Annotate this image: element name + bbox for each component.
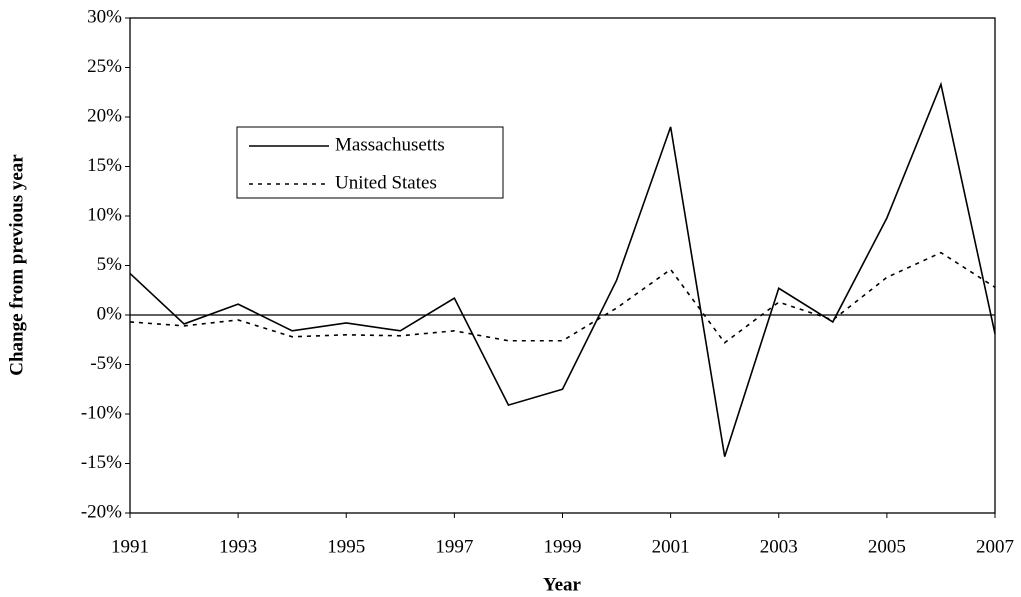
- y-tick-label: 30%: [87, 6, 122, 27]
- y-tick-label: 0%: [97, 303, 123, 324]
- legend-label: Massachusetts: [335, 134, 445, 155]
- x-tick-label: 1991: [111, 536, 149, 557]
- x-tick-label: 1999: [544, 536, 582, 557]
- legend-label: United States: [335, 172, 437, 193]
- x-tick-label: 2007: [976, 536, 1014, 557]
- y-tick-label: 25%: [87, 56, 122, 77]
- plot-frame: [129, 17, 996, 514]
- x-tick-label: 1995: [327, 536, 365, 557]
- x-tick-label: 1993: [219, 536, 257, 557]
- y-tick-label: -20%: [81, 501, 122, 522]
- x-tick-label: 2001: [652, 536, 690, 557]
- legend-box: [236, 126, 504, 199]
- x-tick-label: 2003: [760, 536, 798, 557]
- y-axis-label: Change from previous year: [6, 154, 27, 376]
- y-tick-label: 20%: [87, 105, 122, 126]
- y-tick-label: -10%: [81, 402, 122, 423]
- y-tick-label: 10%: [87, 204, 122, 225]
- x-tick-label: 1997: [435, 536, 473, 557]
- y-tick-label: -15%: [81, 452, 122, 473]
- series-line: [129, 251, 996, 344]
- y-tick-label: 5%: [97, 254, 123, 275]
- y-tick-label: -5%: [90, 353, 122, 374]
- y-tick-label: 15%: [87, 155, 122, 176]
- series-line: [129, 81, 996, 457]
- x-axis-label: Year: [543, 574, 582, 595]
- x-tick-label: 2005: [868, 536, 906, 557]
